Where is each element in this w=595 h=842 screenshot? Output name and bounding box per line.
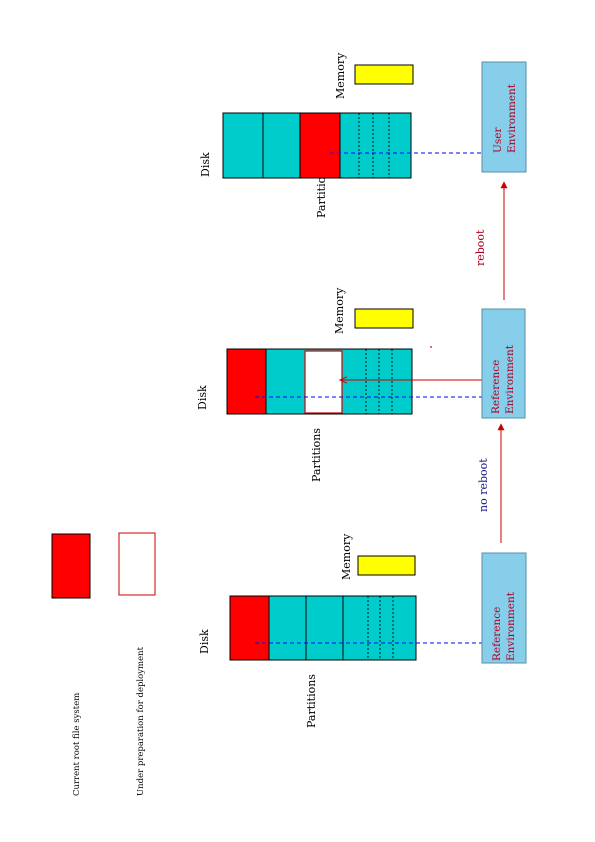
stage-2-under-preparation-partition [304,350,343,414]
stage-1: Disk Partitions Memory Reference Environ… [198,533,527,728]
stage-3-disk [222,112,412,179]
stage-2-stray-dot [430,346,432,348]
stage-2-environment-line2: Environment [504,344,516,414]
transition-2-label: reboot [474,229,487,266]
stage-1-environment-line1: Reference [491,607,503,661]
legend-under-preparation-label: Under preparation for deployment [136,646,146,796]
stage-1-environment-line2: Environment [505,591,517,661]
stage-1-memory [357,555,416,576]
stage-3-environment [481,61,527,173]
stage-1-memory-label: Memory [340,533,353,580]
stage-2: Disk Partitions Memory Reference Environ… [196,287,526,482]
stage-2-memory-label: Memory [333,287,346,334]
stage-2-partitions-label: Partitions [310,428,323,482]
stage-1-current-root-partition [229,595,270,661]
stage-2-environment [481,308,526,419]
legend-current-root-swatch [51,533,91,599]
legend-under-preparation-swatch [118,532,156,596]
stage-3-environment-line2: Environment [506,83,518,153]
stage-2-disk-label: Disk [196,385,209,410]
legend: Current root file system Under preparati… [51,532,156,796]
legend-current-root-label: Current root file system [72,693,82,796]
stage-3-memory-label: Memory [334,52,347,99]
stage-3-current-root-partition [299,112,341,179]
stage-2-memory [354,308,414,329]
stage-3-environment-line1: User [492,127,504,153]
stage-2-environment-line1: Reference [490,360,502,414]
stage-1-disk [229,595,417,661]
stage-1-disk-label: Disk [198,629,211,654]
stage-1-environment [481,552,527,664]
stage-3: Disk Partitions Memory User Environment [199,52,527,218]
stage-2-current-root-partition [226,348,267,415]
transition-1-label: no reboot [477,458,490,512]
stage-3-memory [354,64,414,85]
stage-1-partitions-label: Partitions [305,674,318,728]
stage-2-disk [226,348,413,415]
stage-3-disk-label: Disk [199,152,212,177]
